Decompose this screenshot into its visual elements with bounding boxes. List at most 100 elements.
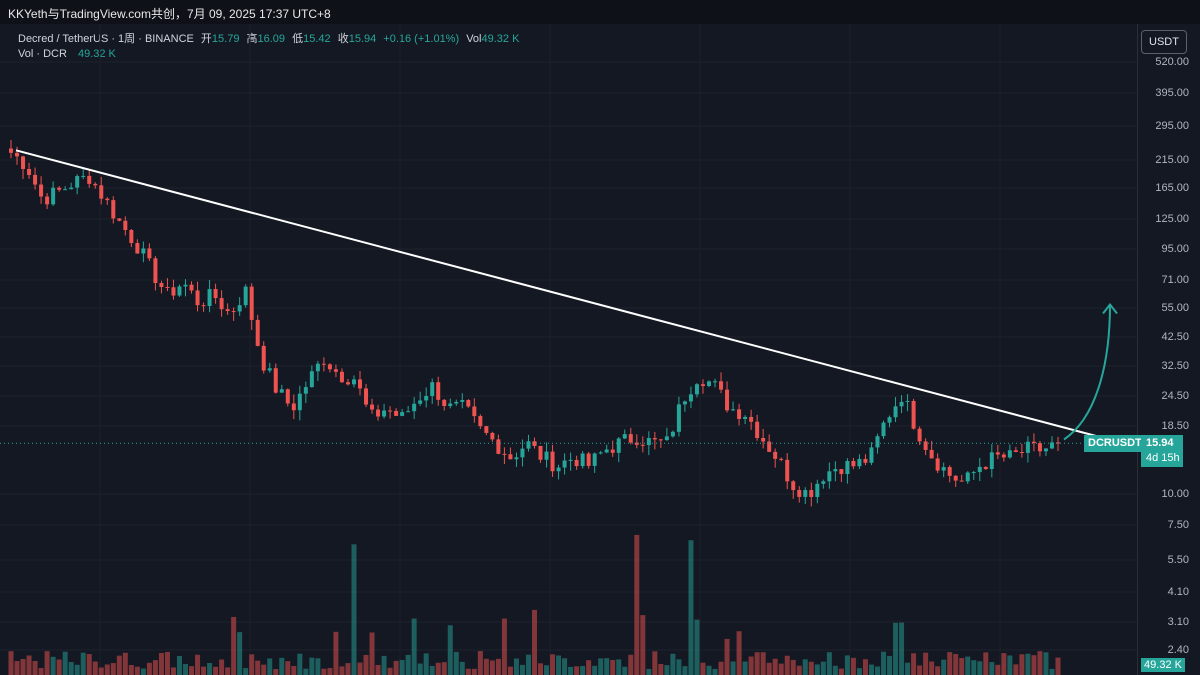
candle-body (297, 393, 302, 411)
candle-body (57, 187, 62, 190)
candle-body (406, 411, 411, 413)
volume-indicator-label[interactable]: Vol · DCR (18, 48, 67, 60)
volume-bar (68, 661, 74, 675)
volume-bar (1019, 654, 1025, 675)
candle-body (562, 460, 567, 468)
volume-bar (219, 659, 225, 675)
volume-bar (748, 656, 754, 675)
candle-body (694, 384, 699, 395)
price-chart[interactable] (0, 24, 1137, 675)
currency-button[interactable]: USDT (1141, 30, 1187, 54)
candle-body (755, 421, 760, 439)
candle-body (568, 459, 573, 461)
candle-body (664, 436, 669, 441)
candle-body (749, 416, 754, 422)
candle-body (75, 176, 80, 188)
volume-bar (32, 661, 38, 675)
candle-body (129, 229, 134, 244)
volume-bar (706, 665, 712, 675)
axis-tick-label: 24.50 (1161, 390, 1189, 402)
volume-bar (195, 654, 201, 675)
volume-bar (586, 660, 592, 675)
candle-body (418, 400, 423, 404)
candle-body (370, 404, 375, 410)
candle-body (556, 467, 561, 472)
candle-body (1013, 450, 1018, 452)
volume-bar (622, 666, 628, 675)
volume-bar (616, 659, 622, 675)
axis-tick-label: 125.00 (1155, 213, 1189, 225)
candle-body (39, 184, 44, 197)
volume-bars (8, 534, 1061, 675)
candle-body (394, 410, 399, 416)
candle-body (526, 441, 531, 449)
candle-body (303, 387, 308, 394)
candle-body (141, 248, 146, 254)
volume-bar (297, 653, 303, 675)
volume-bar (501, 618, 507, 675)
axis-tick-label: 32.50 (1161, 360, 1189, 372)
volume-bar (243, 668, 249, 675)
candle-body (977, 466, 982, 473)
candle-body (941, 467, 946, 471)
volume-bar (730, 661, 736, 675)
volume-bar (718, 661, 724, 675)
candle-body (737, 409, 742, 419)
volume-bar (917, 665, 923, 675)
volume-bar (152, 660, 158, 675)
candle-body (899, 401, 904, 407)
candle-body (935, 458, 940, 471)
candle-body (971, 472, 976, 474)
volume-bar (604, 658, 610, 675)
candle-body (207, 289, 212, 307)
candle-body (400, 412, 405, 416)
axis-tick-label: 95.00 (1161, 243, 1189, 255)
volume-bar (676, 659, 682, 675)
volume-bar (375, 664, 381, 675)
volume-bar (285, 661, 291, 675)
volume-bar (856, 668, 862, 675)
candle-body (520, 448, 525, 458)
candle-body (598, 452, 603, 454)
volume-bar (929, 661, 935, 675)
volume-bar (1013, 664, 1019, 675)
candle-body (652, 438, 657, 440)
legend-symbol[interactable]: Decred / TetherUS · 1周 · BINANCE (18, 33, 194, 45)
candle-body (466, 400, 471, 407)
candle-body (249, 286, 254, 320)
projection-arrow-curve (1063, 304, 1111, 441)
candle-body (713, 381, 718, 383)
volume-bar (207, 662, 213, 675)
price-axis[interactable]: 520.00 395.00 295.00 215.00 165.00 125.00 95.0… (1137, 24, 1200, 675)
volume-bar (279, 657, 285, 675)
volume-bar (814, 664, 820, 675)
candle-body (339, 371, 344, 383)
volume-bar (38, 668, 44, 675)
candle-body (45, 196, 50, 205)
volume-bar (947, 652, 953, 675)
volume-bar (874, 666, 880, 675)
volume-bar (562, 658, 568, 675)
candle-body (117, 218, 122, 221)
candle-body (731, 409, 736, 411)
volume-bar (513, 658, 519, 675)
axis-tick-label: 520.00 (1155, 56, 1189, 68)
volume-bar (267, 658, 273, 675)
candle-body (261, 345, 266, 371)
candle-body (857, 458, 862, 467)
candle-body (833, 469, 838, 472)
candle-body (676, 404, 681, 432)
candle-body (821, 481, 826, 484)
candle-body (869, 447, 874, 463)
candle-body (965, 472, 970, 482)
volume-bar (92, 661, 98, 675)
volume-bar (183, 664, 188, 675)
candle-body (219, 298, 224, 310)
legend-change: +0.16 (+1.01%) (383, 33, 460, 45)
candle-body (1056, 442, 1060, 444)
volume-bar (538, 663, 544, 675)
candle-body (195, 290, 200, 306)
volume-bar (525, 654, 531, 675)
axis-tick-label: 5.50 (1167, 554, 1189, 566)
candle-body (574, 459, 579, 467)
